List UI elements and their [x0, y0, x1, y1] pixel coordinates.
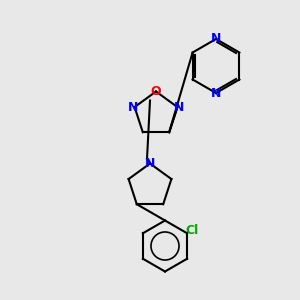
Text: N: N	[211, 32, 221, 46]
Text: O: O	[151, 85, 161, 98]
Text: Cl: Cl	[185, 224, 198, 237]
Text: N: N	[145, 157, 155, 170]
Text: N: N	[211, 86, 221, 100]
Text: N: N	[128, 100, 138, 113]
Text: N: N	[174, 100, 184, 113]
